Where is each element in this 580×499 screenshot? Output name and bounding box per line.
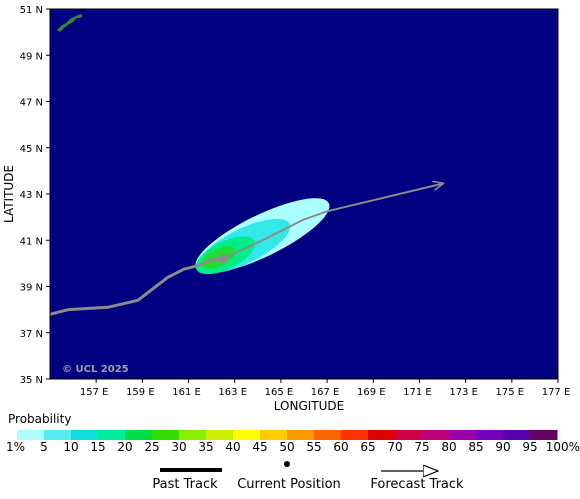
legend-label: 20 [117,440,132,454]
legend-label: 10 [63,440,78,454]
y-tick-label: 37 N [20,329,43,340]
legend-swatch [260,430,288,440]
x-tick-label: 173 E [449,387,478,398]
legend-label: 5 [40,440,48,454]
legend-swatch [503,430,531,440]
x-tick-label: 167 E [311,387,340,398]
map-plot-area [50,14,443,316]
y-tick-label: 51 N [20,5,43,16]
legend-label: 1% [6,440,25,454]
legend-swatch [17,430,45,440]
legend-label: 70 [387,440,402,454]
legend-label: 25 [144,440,159,454]
legend-swatch [314,430,342,440]
x-tick-label: 161 E [172,387,201,398]
legend-label: 90 [495,440,510,454]
x-tick-label: 171 E [403,387,432,398]
x-tick-label: 169 E [357,387,386,398]
probability-legend-labels: 1% 5 10 15 20 25 30 35 40 45 50 55 60 65 70 75 80 85 90 95 1… [6,440,580,454]
probability-legend-bar [17,430,558,440]
legend-label: 60 [333,440,348,454]
legend-swatch [449,430,477,440]
legend-swatch [44,430,72,440]
x-tick-label: 163 E [218,387,247,398]
probability-contour-3 [201,246,236,269]
legend-label: 40 [225,440,240,454]
y-tick-label: 35 N [20,375,43,386]
forecast-track-key-label: Forecast Track [370,477,464,492]
legend-swatch [98,430,126,440]
x-axis-ticks: 157 E 159 E 161 E 163 E 165 E 167 E 169 E 171 E… [80,379,570,398]
y-tick-label: 39 N [20,283,43,294]
legend-swatch [287,430,315,440]
y-tick-label: 41 N [20,236,43,247]
y-tick-label: 43 N [20,190,43,201]
x-tick-label: 159 E [126,387,155,398]
x-tick-label: 165 E [265,387,294,398]
legend-label: 35 [198,440,213,454]
x-tick-label: 177 E [542,387,571,398]
current-position-marker [218,254,228,264]
legend-swatch [341,430,369,440]
legend-label: 95 [522,440,537,454]
legend-swatch [476,430,504,440]
past-track-line [50,257,225,316]
legend-swatch [152,430,180,440]
x-axis-title: LONGITUDE [274,399,344,413]
legend-title: Probability [8,412,71,426]
legend-label: 65 [360,440,375,454]
legend-swatch [71,430,99,440]
current-position-key-label: Current Position [237,477,341,492]
y-axis-ticks: 35 N 37 N 39 N 41 N 43 N 45 N 47 N 49 N 51 N [20,5,50,386]
legend-label: 55 [306,440,321,454]
ocean-background [50,9,558,379]
legend-swatch [395,430,423,440]
legend-swatch [125,430,153,440]
y-tick-label: 45 N [20,144,43,155]
land-island [57,14,83,32]
y-tick-label: 49 N [20,51,43,62]
past-track-key-label: Past Track [152,477,218,492]
legend-swatch [422,430,450,440]
legend-label: 80 [441,440,456,454]
x-tick-label: 175 E [496,387,525,398]
y-axis-title: LATITUDE [2,165,16,223]
legend-swatch [206,430,234,440]
x-tick-label: 157 E [80,387,109,398]
legend-label: 50 [279,440,294,454]
y-tick-label: 47 N [20,98,43,109]
legend-label: 100% [546,440,580,454]
legend-swatch [368,430,396,440]
legend-label: 30 [171,440,186,454]
legend-swatch [530,430,558,440]
legend-swatch [233,430,261,440]
legend-label: 75 [414,440,429,454]
legend-label: 45 [252,440,267,454]
legend-swatch [179,430,207,440]
legend-label: 85 [468,440,483,454]
forecast-track-line [222,184,442,260]
legend-label: 15 [90,440,105,454]
current-position-key-dot [284,461,290,467]
credit-label: © UCL 2025 [62,364,129,375]
